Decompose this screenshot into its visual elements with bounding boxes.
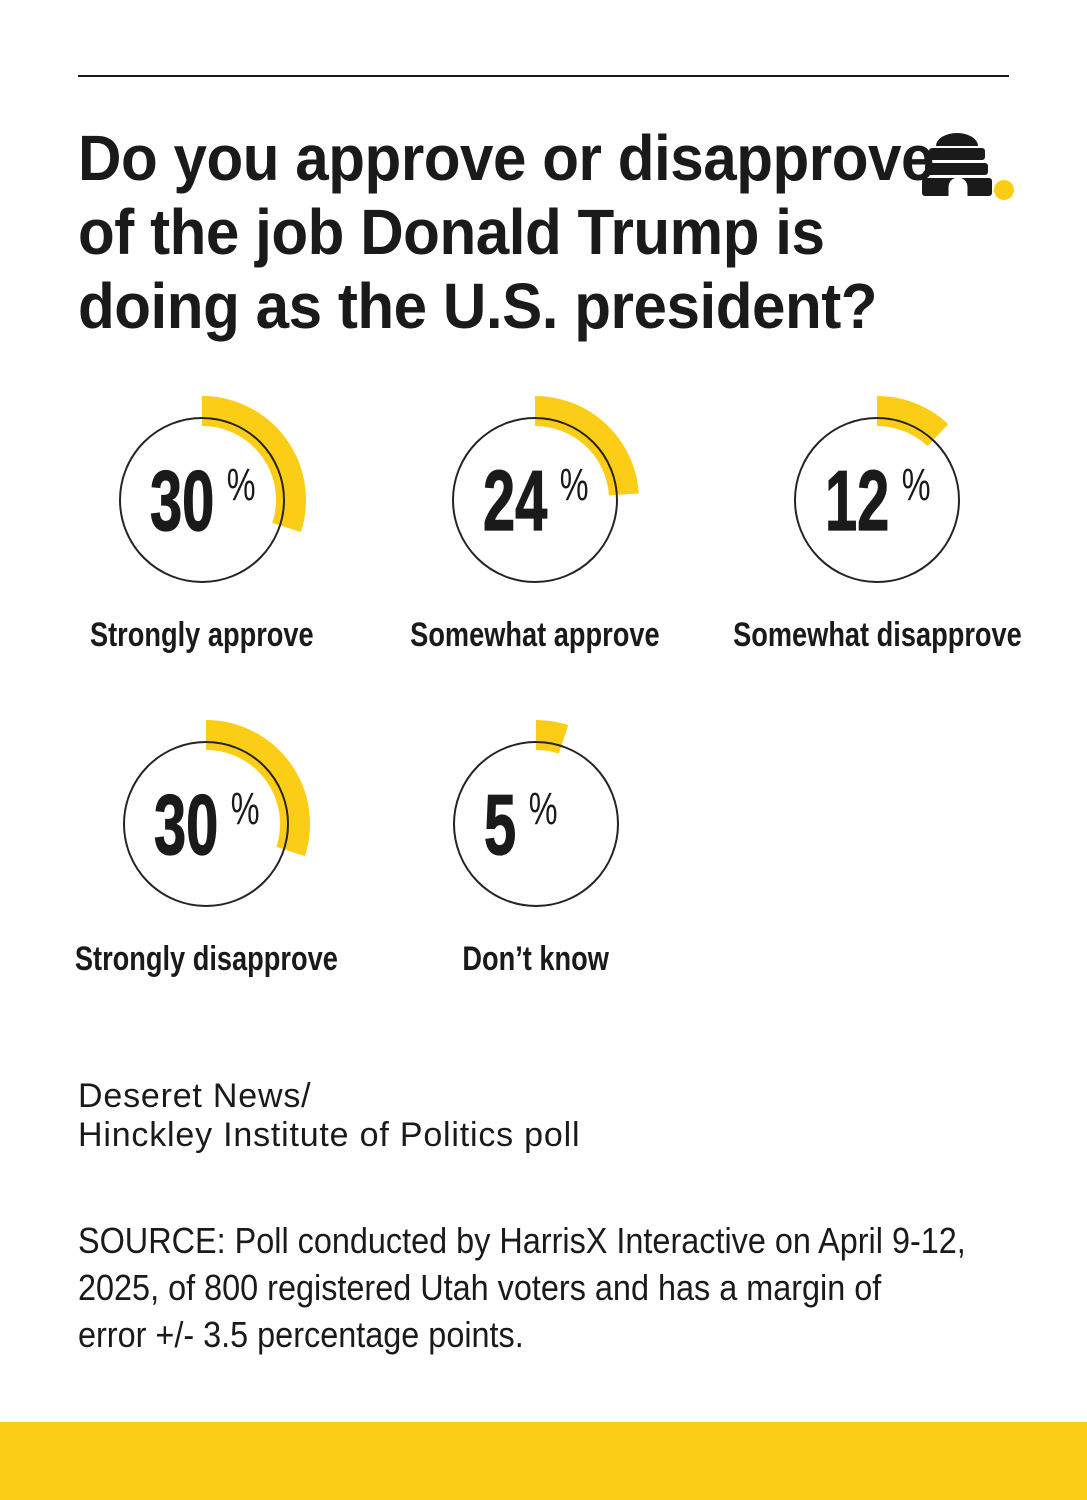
gauge-circle-outline — [453, 741, 619, 907]
source-line-1: SOURCE: Poll conducted by HarrisX Intera… — [78, 1220, 966, 1261]
gauge-somewhat-disapprove: 12 % Somewhat disapprove — [733, 390, 1022, 710]
gauge-arc — [534, 396, 639, 496]
gauge-circle-outline — [452, 417, 618, 583]
gauge-label-text: Strongly disapprove — [74, 940, 338, 978]
gauge-dont-know: 5 % Don’t know — [426, 714, 646, 1034]
gauge-label: Somewhat disapprove — [697, 615, 1057, 655]
source-note: SOURCE: Poll conducted by HarrisX Intera… — [78, 1217, 966, 1358]
gauge-ring-chart: 30 % — [123, 720, 310, 907]
source-line-3: error +/- 3.5 percentage points. — [78, 1314, 524, 1355]
gauge-value: 24 — [483, 454, 548, 549]
poll-question-title: Do you approve or disapprove of the job … — [78, 121, 934, 343]
gauge-arc — [205, 720, 310, 857]
bottom-accent-bar — [0, 1422, 1087, 1500]
top-divider-line — [78, 75, 1009, 77]
gauge-strongly-approve: 30 % Strongly approve — [90, 390, 314, 710]
gauge-label: Strongly disapprove — [26, 939, 386, 979]
gauge-ring-chart: 12 % — [794, 396, 960, 583]
gauge-label-text: Somewhat disapprove — [733, 616, 1022, 654]
source-line-2: 2025, of 800 registered Utah voters and … — [78, 1267, 882, 1308]
percent-sign: % — [529, 785, 558, 834]
percent-sign: % — [560, 461, 589, 510]
gauge-arc — [876, 396, 949, 447]
gauge-ring-chart: 24 % — [452, 396, 639, 583]
percent-sign: % — [902, 461, 931, 510]
deseret-news-beehive-logo — [922, 133, 1014, 200]
attribution-line-2: Hinckley Institute of Politics poll — [78, 1116, 581, 1154]
gauge-label-text: Somewhat approve — [410, 616, 660, 654]
title-line-2: of the job Donald Trump is — [78, 196, 825, 268]
title-line-1: Do you approve or disapprove — [78, 122, 934, 194]
gauge-value: 30 — [150, 454, 214, 549]
gauge-value: 12 — [825, 454, 889, 549]
gauge-arc — [535, 720, 569, 754]
gauge-label-text: Don’t know — [462, 940, 610, 978]
gauge-label-text: Strongly approve — [90, 616, 314, 654]
poll-attribution: Deseret News/ Hinckley Institute of Poli… — [78, 1077, 580, 1155]
percent-sign: % — [231, 785, 260, 834]
gauge-label: Strongly approve — [22, 615, 382, 655]
gauge-ring-chart: 5 % — [453, 720, 619, 907]
gauge-label: Somewhat approve — [355, 615, 715, 655]
attribution-line-1: Deseret News/ — [78, 1077, 312, 1115]
gauge-strongly-disapprove: 30 % Strongly disapprove — [74, 714, 337, 1034]
gauge-value: 30 — [154, 778, 218, 873]
gauge-somewhat-approve: 24 % Somewhat approve — [410, 390, 660, 710]
logo-yellow-dot-icon — [994, 180, 1014, 200]
gauge-circle-outline — [119, 417, 285, 583]
gauge-arc — [201, 396, 306, 533]
beehive-icon — [922, 133, 992, 197]
beehive-door — [948, 177, 968, 197]
gauge-ring-chart: 30 % — [119, 396, 306, 583]
gauge-value: 5 — [484, 778, 516, 873]
title-line-3: doing as the U.S. president? — [78, 270, 878, 342]
gauge-label: Don’t know — [356, 939, 716, 979]
percent-sign: % — [227, 461, 256, 510]
gauge-circle-outline — [794, 417, 960, 583]
gauge-circle-outline — [123, 741, 289, 907]
